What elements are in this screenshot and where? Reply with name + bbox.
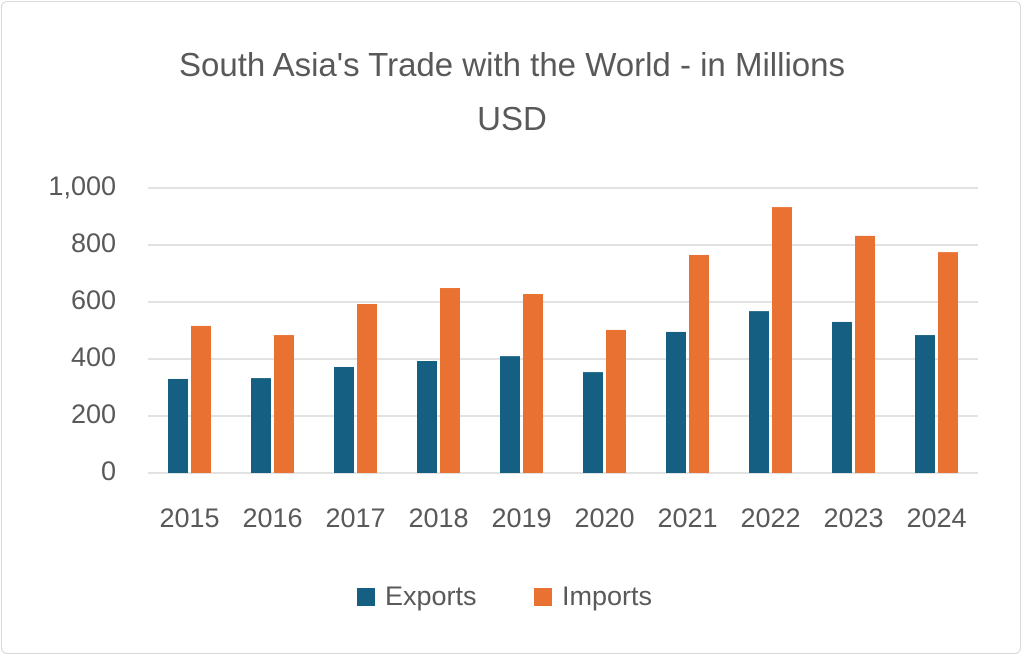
chart-title: South Asia's Trade with the World - in M… — [179, 46, 845, 137]
x-tick-label: 2015 — [159, 503, 219, 533]
x-tick-label: 2022 — [740, 503, 800, 533]
bar — [274, 335, 294, 473]
y-tick-label: 800 — [71, 228, 116, 258]
x-tick-label: 2019 — [491, 503, 551, 533]
bar — [191, 325, 211, 473]
legend-label: Imports — [562, 581, 652, 611]
y-tick-label: 200 — [71, 399, 116, 429]
bar — [855, 235, 875, 473]
bar — [357, 303, 377, 473]
bar — [832, 321, 852, 473]
bar — [583, 372, 603, 473]
bar — [749, 311, 769, 473]
legend-swatch — [534, 588, 552, 606]
y-tick-label: 600 — [71, 285, 116, 315]
x-tick-label: 2020 — [574, 503, 634, 533]
x-tick-label: 2023 — [823, 503, 883, 533]
bar — [938, 252, 958, 473]
x-tick-label: 2016 — [242, 503, 302, 533]
bar — [772, 207, 792, 473]
bar — [915, 335, 935, 473]
bar — [523, 294, 543, 473]
x-tick-label: 2018 — [408, 503, 468, 533]
bar — [689, 254, 709, 473]
y-tick-label: 1,000 — [48, 171, 116, 201]
y-tick-label: 400 — [71, 342, 116, 372]
bar — [168, 378, 188, 473]
bar — [666, 331, 686, 473]
y-tick-label: 0 — [101, 456, 116, 486]
bar — [334, 366, 354, 473]
bar — [500, 356, 520, 473]
x-tick-label: 2021 — [657, 503, 717, 533]
x-tick-label: 2024 — [906, 503, 966, 533]
bar — [417, 360, 437, 473]
bar — [606, 329, 626, 473]
bar — [251, 378, 271, 473]
legend-swatch — [357, 588, 375, 606]
x-tick-label: 2017 — [325, 503, 385, 533]
legend-label: Exports — [385, 581, 477, 611]
bar — [440, 288, 460, 473]
